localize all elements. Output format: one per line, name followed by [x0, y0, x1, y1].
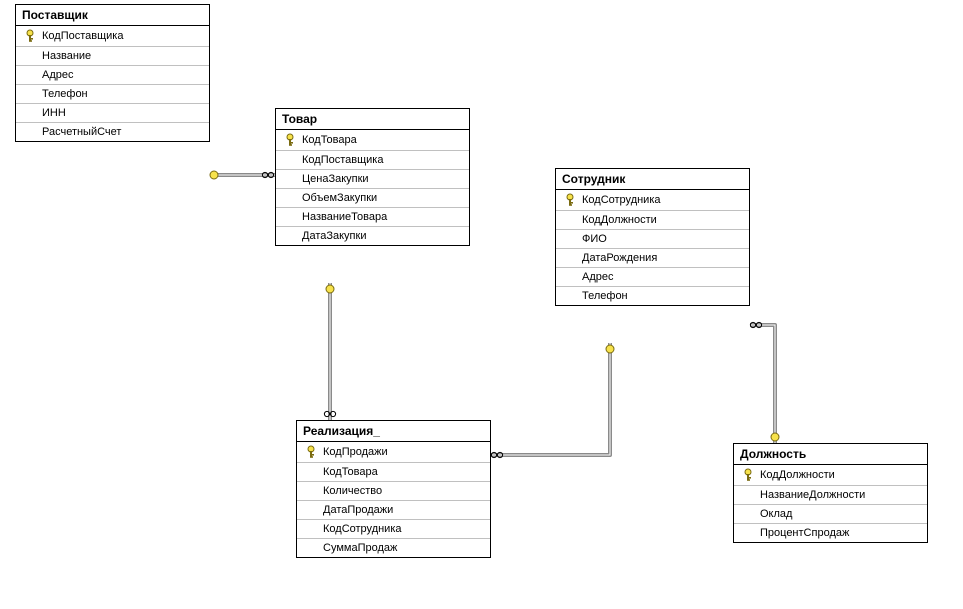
column-row[interactable]: КодСотрудника [297, 520, 490, 539]
column-name: Оклад [756, 508, 792, 520]
column-name: ИНН [38, 107, 66, 119]
column-row[interactable]: ФИО [556, 230, 749, 249]
entity-title: Сотрудник [556, 169, 749, 190]
column-row[interactable]: Адрес [556, 268, 749, 287]
column-name: ДатаРождения [578, 252, 657, 264]
primary-key-icon [282, 133, 298, 147]
column-name: КодСотрудника [578, 194, 661, 206]
column-row[interactable]: НазваниеДолжности [734, 486, 927, 505]
column-row[interactable]: ОбъемЗакупки [276, 189, 469, 208]
column-row[interactable]: СуммаПродаж [297, 539, 490, 557]
column-name: КодТовара [319, 466, 378, 478]
column-row[interactable]: КодПоставщика [276, 151, 469, 170]
column-row[interactable]: КодПоставщика [16, 26, 209, 47]
column-name: КодСотрудника [319, 523, 402, 535]
column-row[interactable]: ЦенаЗакупки [276, 170, 469, 189]
column-row[interactable]: Телефон [16, 85, 209, 104]
column-name: КодПоставщика [298, 154, 383, 166]
column-name: ПроцентСпродаж [756, 527, 849, 539]
column-row[interactable]: КодДолжности [734, 465, 927, 486]
entity-body: КодПоставщика Название Адрес Телефон ИНН Расч… [16, 26, 209, 141]
column-row[interactable]: КодДолжности [556, 211, 749, 230]
entity-title: Поставщик [16, 5, 209, 26]
entity-employee[interactable]: Сотрудник КодСотрудника КодДолжности ФИО Да… [555, 168, 750, 306]
column-row[interactable]: РасчетныйСчет [16, 123, 209, 141]
primary-key-icon [562, 193, 578, 207]
column-name: Количество [319, 485, 382, 497]
column-row[interactable]: ПроцентСпродаж [734, 524, 927, 542]
column-name: КодТовара [298, 134, 357, 146]
column-name: ЦенаЗакупки [298, 173, 369, 185]
entity-sale[interactable]: Реализация_ КодПродажи КодТовара Количеств… [296, 420, 491, 558]
primary-key-icon [303, 445, 319, 459]
entity-title: Должность [734, 444, 927, 465]
column-row[interactable]: Количество [297, 482, 490, 501]
entity-body: КодПродажи КодТовара Количество ДатаПродажи… [297, 442, 490, 557]
column-name: НазваниеДолжности [756, 489, 865, 501]
entity-position[interactable]: Должность КодДолжности НазваниеДолжности О… [733, 443, 928, 543]
column-name: Телефон [578, 290, 628, 302]
entity-supplier[interactable]: Поставщик КодПоставщика Название Адрес Теле… [15, 4, 210, 142]
column-name: СуммаПродаж [319, 542, 397, 554]
column-row[interactable]: Адрес [16, 66, 209, 85]
column-row[interactable]: Оклад [734, 505, 927, 524]
column-name: Название [38, 50, 91, 62]
column-name: КодДолжности [578, 214, 657, 226]
entity-product[interactable]: Товар КодТовара КодПоставщика ЦенаЗакупки О… [275, 108, 470, 246]
column-name: НазваниеТовара [298, 211, 387, 223]
column-name: ДатаЗакупки [298, 230, 366, 242]
entity-body: КодДолжности НазваниеДолжности Оклад Процен… [734, 465, 927, 542]
column-name: ОбъемЗакупки [298, 192, 377, 204]
column-row[interactable]: ДатаРождения [556, 249, 749, 268]
entity-title: Реализация_ [297, 421, 490, 442]
column-row[interactable]: КодСотрудника [556, 190, 749, 211]
primary-key-icon [740, 468, 756, 482]
column-name: КодДолжности [756, 469, 835, 481]
column-name: Телефон [38, 88, 88, 100]
column-row[interactable]: КодПродажи [297, 442, 490, 463]
column-row[interactable]: КодТовара [297, 463, 490, 482]
entity-body: КодТовара КодПоставщика ЦенаЗакупки ОбъемЗа… [276, 130, 469, 245]
column-row[interactable]: ДатаПродажи [297, 501, 490, 520]
column-name: ФИО [578, 233, 607, 245]
column-row[interactable]: НазваниеТовара [276, 208, 469, 227]
entity-body: КодСотрудника КодДолжности ФИО ДатаРождения… [556, 190, 749, 305]
column-name: КодПродажи [319, 446, 388, 458]
column-name: Адрес [38, 69, 74, 81]
column-name: Адрес [578, 271, 614, 283]
column-name: РасчетныйСчет [38, 126, 121, 138]
primary-key-icon [22, 29, 38, 43]
column-row[interactable]: КодТовара [276, 130, 469, 151]
column-name: КодПоставщика [38, 30, 123, 42]
column-row[interactable]: ДатаЗакупки [276, 227, 469, 245]
entity-title: Товар [276, 109, 469, 130]
column-row[interactable]: Телефон [556, 287, 749, 305]
column-name: ДатаПродажи [319, 504, 393, 516]
column-row[interactable]: ИНН [16, 104, 209, 123]
diagram-canvas: Поставщик КодПоставщика Название Адрес Теле… [0, 0, 963, 609]
column-row[interactable]: Название [16, 47, 209, 66]
